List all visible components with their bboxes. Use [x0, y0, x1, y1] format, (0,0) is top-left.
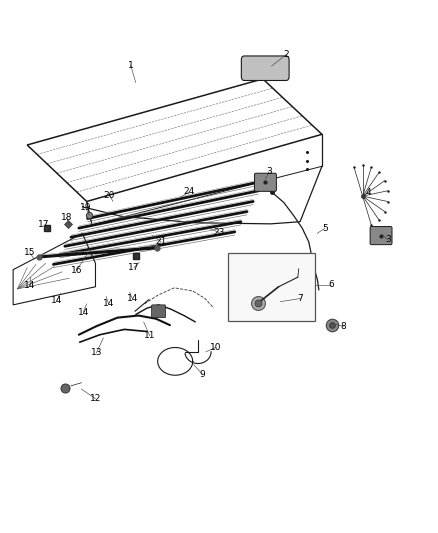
Text: 3: 3 [266, 167, 272, 176]
Text: 23: 23 [213, 228, 225, 237]
Text: 7: 7 [297, 294, 304, 303]
Text: 10: 10 [210, 343, 221, 352]
FancyBboxPatch shape [254, 173, 276, 191]
Text: 14: 14 [78, 308, 89, 317]
Text: 1: 1 [127, 61, 134, 69]
Text: 14: 14 [51, 296, 63, 305]
Text: 6: 6 [328, 280, 334, 289]
Text: 5: 5 [322, 224, 328, 232]
Text: 15: 15 [24, 248, 35, 257]
Text: 12: 12 [90, 394, 101, 403]
FancyBboxPatch shape [228, 253, 315, 321]
Text: 4: 4 [365, 189, 371, 197]
Text: 17: 17 [128, 263, 140, 272]
Text: 20: 20 [104, 191, 115, 199]
FancyBboxPatch shape [152, 305, 166, 318]
Text: 14: 14 [24, 281, 35, 290]
FancyBboxPatch shape [370, 227, 392, 245]
Text: 9: 9 [199, 370, 205, 378]
Text: 3: 3 [385, 236, 391, 244]
Text: 17: 17 [38, 221, 49, 229]
Text: 24: 24 [184, 188, 195, 196]
Text: 16: 16 [71, 266, 82, 275]
FancyBboxPatch shape [241, 56, 289, 80]
Text: 13: 13 [91, 349, 102, 357]
Text: 14: 14 [127, 294, 138, 303]
Text: 2: 2 [284, 50, 289, 59]
Text: 14: 14 [103, 300, 114, 308]
Text: 21: 21 [155, 238, 167, 246]
Text: 11: 11 [144, 332, 155, 340]
Text: 18: 18 [61, 213, 72, 222]
Text: 8: 8 [340, 322, 346, 330]
Text: 19: 19 [80, 204, 92, 212]
